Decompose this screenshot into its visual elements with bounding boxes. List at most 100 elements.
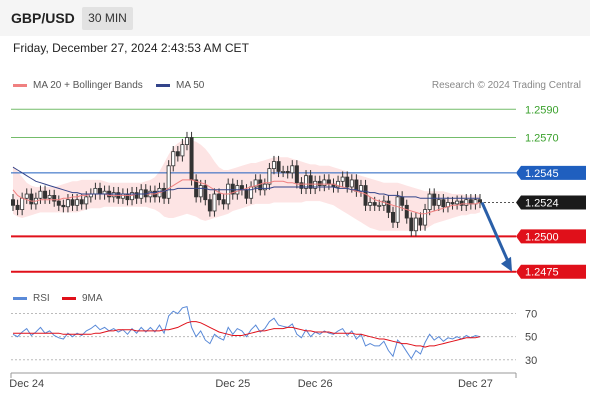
candle-body — [322, 179, 327, 186]
candle-body — [271, 161, 276, 170]
ma50-line — [12, 166, 480, 199]
legend-ma50: MA 50 — [156, 80, 204, 91]
candle-body — [203, 185, 208, 201]
candle-body — [317, 180, 322, 186]
candle-body — [441, 199, 446, 208]
candle-body — [52, 195, 57, 202]
support-2-label-text: 1.2475 — [525, 267, 559, 279]
chart-datetime: Friday, December 27, 2024 2:43:53 AM CET — [13, 41, 249, 55]
candle-body — [395, 196, 400, 223]
legend-ma20: MA 20 + Bollinger Bands — [13, 80, 143, 91]
current-price-label: 1.2524 — [516, 195, 586, 210]
resistance-2-label-text: 1.2590 — [525, 104, 559, 116]
candle-body — [10, 199, 15, 206]
candle-body — [304, 175, 309, 189]
candle-body — [459, 200, 464, 206]
instrument-pair: GBP/USD — [11, 10, 75, 26]
candle-body — [349, 179, 354, 188]
support-1-label-text: 1.2500 — [525, 231, 559, 243]
candle-body — [345, 176, 350, 188]
legend-ma9: 9MA — [62, 293, 103, 304]
candle-body — [368, 202, 373, 206]
x-tick-label: Dec 26 — [298, 378, 333, 390]
candle-body — [468, 199, 473, 205]
candle-body — [281, 171, 286, 173]
resistance-1-label: 1.2570 — [525, 133, 559, 145]
candle-body — [97, 187, 102, 195]
rsi-line — [12, 305, 481, 360]
candle-body — [47, 195, 52, 199]
candle-body — [477, 199, 482, 203]
candle-body — [198, 185, 203, 198]
candle-body — [65, 199, 70, 208]
pivot-tag — [516, 165, 586, 180]
candle-body — [294, 165, 299, 184]
candle-body — [180, 144, 185, 157]
resistance-2-label: 1.2590 — [525, 104, 559, 116]
candle-body — [436, 199, 441, 206]
legend-ma20-label: MA 20 + Bollinger Bands — [33, 80, 143, 91]
candle-body — [20, 197, 25, 210]
candle-body — [391, 211, 396, 223]
candle-body — [24, 193, 29, 199]
candle-body — [29, 193, 34, 205]
candle-body — [262, 183, 267, 191]
candle-body — [400, 196, 405, 206]
candle-body — [130, 192, 135, 201]
copyright-note: Research © 2024 Trading Central — [431, 80, 581, 91]
candle-body — [377, 204, 382, 207]
candle-body — [230, 183, 235, 195]
legend-rsi-label: RSI — [33, 293, 50, 304]
candle-body — [125, 193, 130, 201]
candle-body — [253, 179, 258, 188]
candles — [10, 131, 482, 237]
candle-body — [413, 217, 418, 232]
current-price-tag — [516, 195, 586, 210]
candle-body — [84, 196, 89, 205]
candle-body — [56, 200, 61, 206]
candle-body — [212, 193, 217, 212]
candle-body — [404, 204, 409, 219]
candle-body — [244, 189, 249, 199]
candle-body — [175, 151, 180, 157]
candle-body — [171, 151, 176, 167]
candle-body — [38, 190, 43, 199]
x-tick-label: Dec 27 — [458, 378, 493, 390]
candle-body — [120, 193, 125, 199]
candle-body — [427, 193, 432, 210]
rsi-tick-label: 30 — [525, 355, 537, 367]
support-1-label: 1.2500 — [516, 229, 586, 244]
candle-body — [15, 204, 20, 210]
candle-body — [285, 171, 290, 174]
candle-body — [450, 202, 455, 205]
rsi-tick-label: 70 — [525, 309, 537, 321]
timeframe-button[interactable]: 30 MIN — [82, 7, 133, 30]
candle-body — [276, 161, 281, 172]
candle-body — [299, 182, 304, 189]
candle-body — [340, 176, 345, 182]
rsi-tick-label: 50 — [525, 332, 537, 344]
support-2-label: 1.2475 — [516, 264, 586, 279]
candle-body — [409, 217, 414, 232]
candle-body — [221, 199, 226, 205]
rsi-swatch — [13, 296, 27, 300]
candle-body — [249, 186, 254, 199]
candle-body — [111, 192, 116, 198]
candle-body — [79, 199, 84, 205]
ma20-swatch — [13, 83, 27, 87]
support-1-tag — [516, 229, 586, 244]
pivot-label-text: 1.2545 — [525, 168, 559, 180]
legend-rsi: RSI — [13, 293, 50, 304]
rsi-ma9-line — [13, 321, 481, 348]
candle-body — [267, 168, 272, 185]
top-bar: GBP/USD 30 MIN — [0, 0, 590, 36]
candle-body — [432, 193, 437, 206]
candle-body — [70, 199, 75, 206]
candle-body — [372, 202, 377, 206]
candle-body — [308, 175, 313, 189]
candle-body — [166, 165, 171, 199]
ma9-swatch — [62, 296, 76, 300]
projection-arrow-head — [501, 256, 512, 272]
candle-body — [363, 185, 368, 206]
